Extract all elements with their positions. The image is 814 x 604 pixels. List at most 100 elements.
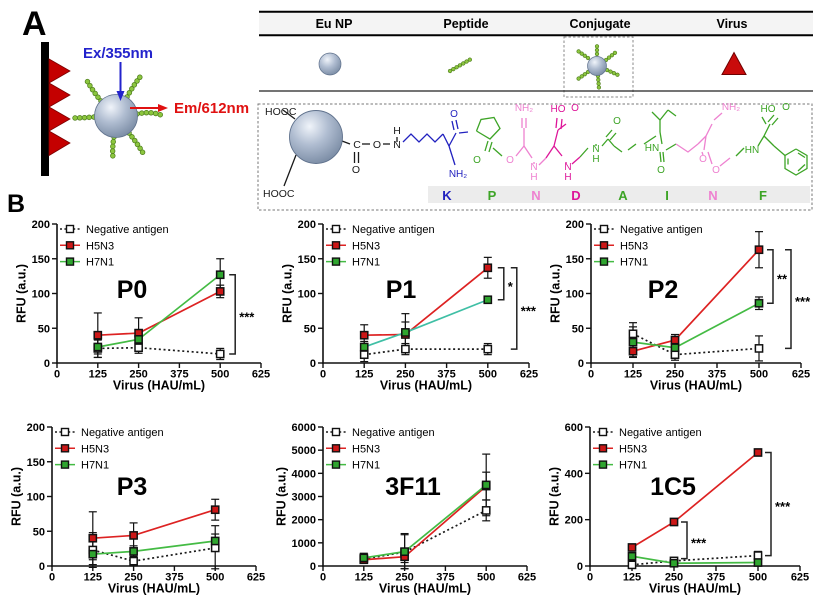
bracket-line xyxy=(765,451,772,557)
legend-item-h7n1: H7N1 xyxy=(326,257,380,269)
legend-marker xyxy=(599,257,609,266)
legend-item-h5n3: H5N3 xyxy=(55,443,109,455)
x-axis-title: Virus (HAU/mL) xyxy=(379,582,471,596)
chart-p1: 0 125 250 375 500 625 0 50 100 150 200 Virus (HAU/m… xyxy=(281,219,538,393)
legend-label: H5N3 xyxy=(81,443,109,455)
y-tick-label: 1000 xyxy=(292,538,316,550)
y-axis-title: RFU (a.u.) xyxy=(15,264,29,323)
marker-h5n3 xyxy=(93,330,103,340)
y-tick-label: 50 xyxy=(33,526,45,538)
legend-marker xyxy=(65,241,75,250)
x-tick-label: 0 xyxy=(49,572,55,584)
x-tick-label: 0 xyxy=(588,369,594,381)
x-axis-title: Virus (HAU/mL) xyxy=(649,582,741,596)
marker-h7n1 xyxy=(628,337,638,347)
x-tick-label: 125 xyxy=(84,572,102,584)
y-tick-label: 150 xyxy=(27,457,45,469)
series-line-h7n1 xyxy=(632,302,760,349)
marker-h7n1 xyxy=(93,342,103,352)
marker-h5n3 xyxy=(483,263,493,273)
structure-label: O xyxy=(373,139,381,151)
y-tick-label: 50 xyxy=(304,323,316,335)
x-tick-label: 250 xyxy=(666,369,684,381)
x-tick-label: 375 xyxy=(437,369,455,381)
marker-negative xyxy=(134,343,143,353)
surface-bar xyxy=(41,42,49,176)
marker-negative xyxy=(670,350,680,360)
bond xyxy=(773,145,786,156)
marker-negative xyxy=(210,543,220,553)
legend-marker xyxy=(331,224,341,234)
bond xyxy=(613,145,623,153)
x-tick-label: 125 xyxy=(355,369,373,381)
x-tick-label: 625 xyxy=(252,369,270,381)
legend-item-h5n3: H5N3 xyxy=(593,443,647,455)
x-tick-label: 375 xyxy=(436,572,454,584)
bond xyxy=(455,119,459,130)
marker-h7n1 xyxy=(670,343,680,353)
bond xyxy=(675,143,699,153)
residue-letter-5: A xyxy=(618,188,628,203)
legend-item-negative: Negative antigen xyxy=(326,427,435,439)
legend-label: Negative antigen xyxy=(352,427,435,439)
peptide-icon xyxy=(447,56,474,74)
bracket-line xyxy=(681,521,688,560)
significance-bracket: ** xyxy=(767,248,788,304)
bond xyxy=(545,145,555,159)
significance-bracket: *** xyxy=(765,451,791,557)
y-axis-title: RFU (a.u.) xyxy=(548,467,562,526)
bond xyxy=(605,129,613,138)
marker-h7n1 xyxy=(88,549,98,559)
panel-a-label: A xyxy=(22,5,47,43)
bond xyxy=(571,156,581,165)
marker-h5n3 xyxy=(628,346,638,356)
y-axis-title: RFU (a.u.) xyxy=(549,264,563,323)
y-tick-label: 4000 xyxy=(292,468,316,480)
legend-item-negative: Negative antigen xyxy=(55,427,164,439)
structure-label: O xyxy=(782,102,790,113)
structure-label: H xyxy=(393,125,401,137)
y-tick-label: 400 xyxy=(565,468,583,480)
bond xyxy=(763,123,771,137)
bond xyxy=(643,135,657,145)
bond xyxy=(659,151,662,163)
marker-negative xyxy=(481,506,491,515)
bond xyxy=(451,120,455,131)
x-tick-label: 250 xyxy=(124,572,142,584)
legend-label: H5N3 xyxy=(352,443,380,455)
x-tick-label: 500 xyxy=(479,369,497,381)
marker-negative xyxy=(628,329,638,339)
x-axis-title: Virus (HAU/mL) xyxy=(650,379,742,393)
header-col-virus: Virus xyxy=(716,17,747,31)
chart-p0: 0 125 250 375 500 625 0 50 100 150 200 Virus (HAU/m… xyxy=(15,219,270,393)
structure-label: H xyxy=(564,172,571,183)
significance-bracket: *** xyxy=(229,273,255,355)
marker-h7n1 xyxy=(134,335,143,344)
structure-label: HN xyxy=(645,143,659,154)
legend-item-negative: Negative antigen xyxy=(60,224,169,236)
marker-negative xyxy=(359,350,369,360)
y-tick-label: 100 xyxy=(566,289,584,301)
y-tick-label: 0 xyxy=(577,561,583,573)
y-tick-label: 200 xyxy=(566,219,584,231)
x-tick-label: 0 xyxy=(320,572,326,584)
structure-label: O xyxy=(613,116,621,127)
marker-h7n1 xyxy=(400,547,409,556)
significance-label: *** xyxy=(521,303,537,318)
legend-item-h5n3: H5N3 xyxy=(594,240,648,252)
x-axis-title: Virus (HAU/mL) xyxy=(113,379,205,393)
chart-title: P1 xyxy=(386,276,417,304)
structure-label: O xyxy=(506,155,514,166)
structure-label: O xyxy=(473,155,481,166)
conjugate-icon xyxy=(563,36,634,98)
legend-marker xyxy=(331,460,341,469)
bond xyxy=(488,141,493,153)
marker-negative xyxy=(627,560,637,570)
bond xyxy=(538,157,547,166)
bond xyxy=(627,143,637,151)
structure-sphere xyxy=(289,110,343,164)
series-line-h7n1 xyxy=(92,540,216,556)
bond xyxy=(283,154,297,187)
